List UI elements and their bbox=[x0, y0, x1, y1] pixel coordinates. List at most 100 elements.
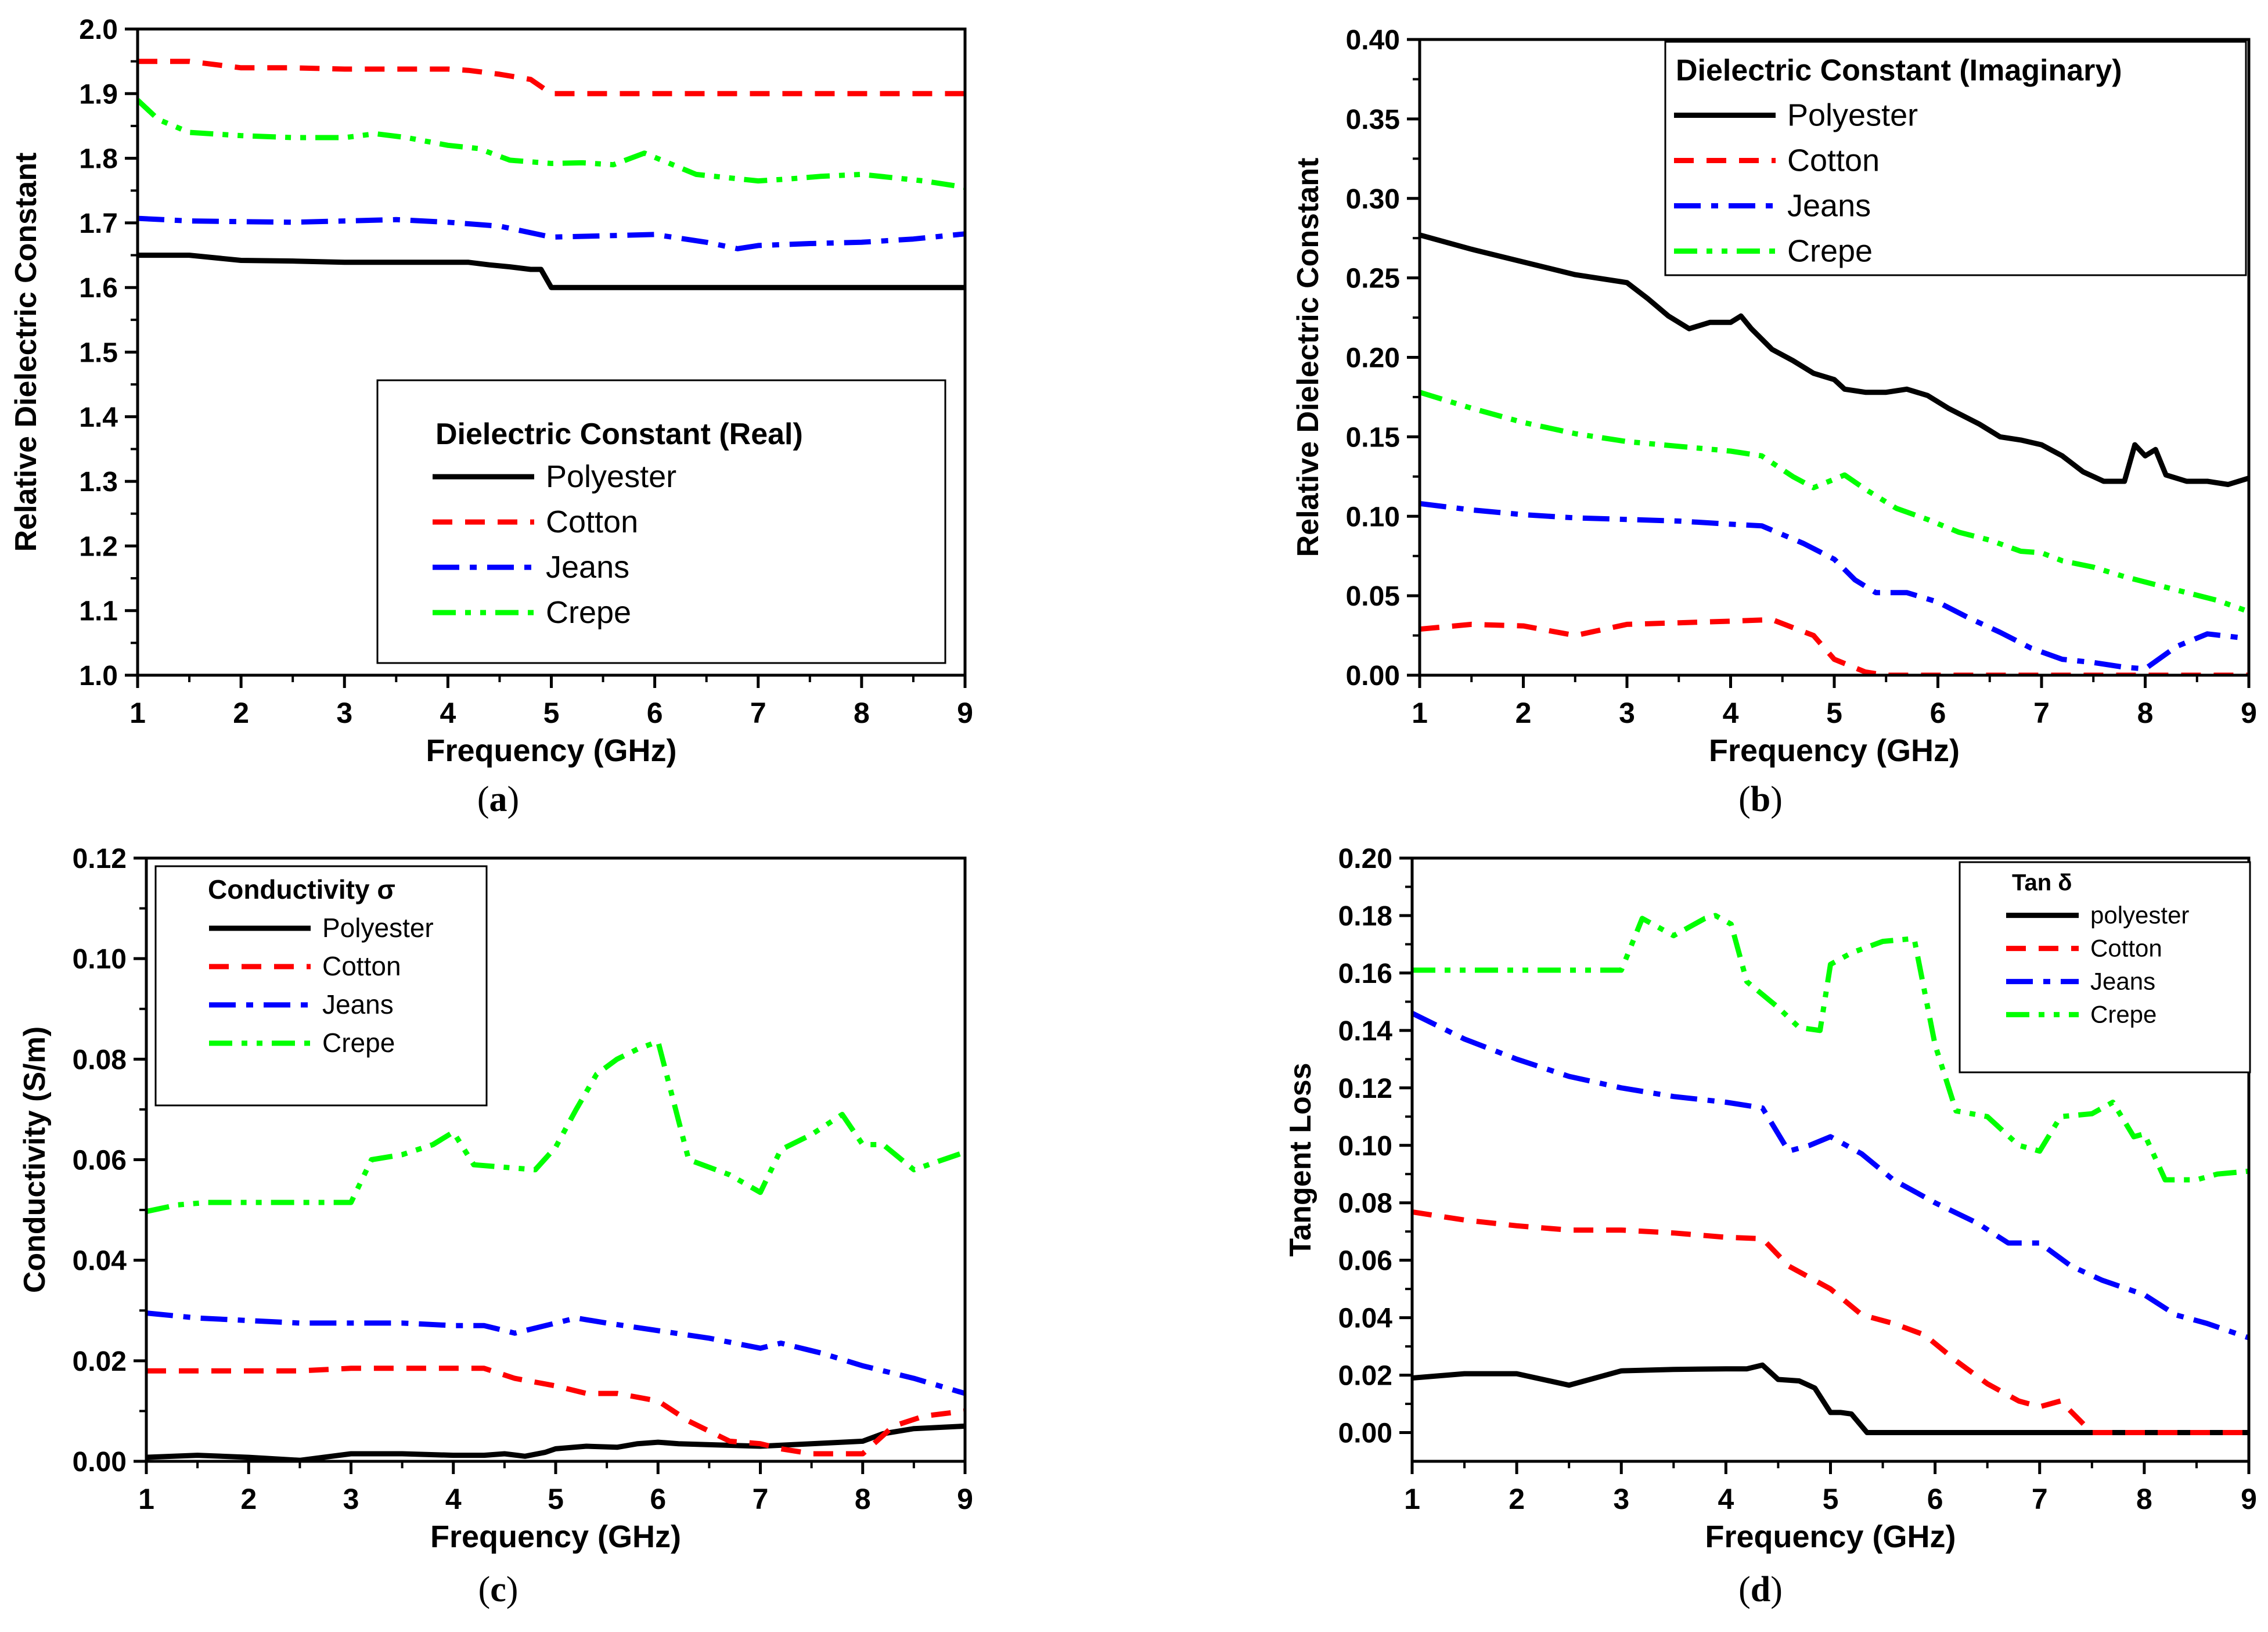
panel-b: 1 2 3 4 5 6 7 8 9 0.00 0.05 0.10 0.15 0.20 0.25 0.30 0.3… bbox=[1291, 25, 2257, 819]
x-tick-label: 5 bbox=[548, 1483, 564, 1515]
panel-caption: (b) bbox=[1738, 780, 1783, 819]
x-tick-label: 4 bbox=[1723, 697, 1739, 729]
legend-label-polyester: Polyester bbox=[322, 913, 434, 943]
y-tick-label: 0.14 bbox=[1338, 1016, 1393, 1047]
series-line-crepe bbox=[146, 1039, 965, 1215]
y-tick-label: 0.15 bbox=[1346, 422, 1400, 453]
y-tick-label: 0.04 bbox=[1338, 1303, 1393, 1334]
x-tick-label: 9 bbox=[957, 697, 973, 729]
series-line-polyester bbox=[138, 253, 965, 290]
y-tick-label: 0.20 bbox=[1346, 343, 1400, 374]
legend-label-jeans: Jeans bbox=[2090, 967, 2155, 995]
x-tick-label: 1 bbox=[1412, 697, 1428, 729]
legend-title: Conductivity σ bbox=[208, 874, 395, 905]
series-line-polyester bbox=[1412, 1362, 2249, 1435]
legend-label-cotton: Cotton bbox=[2090, 934, 2162, 961]
y-tick-label: 0.02 bbox=[73, 1346, 127, 1377]
y-tick-label: 1.9 bbox=[79, 79, 118, 110]
legend-title: Tan δ bbox=[2012, 870, 2072, 895]
x-axis-label: Frequency (GHz) bbox=[1709, 733, 1960, 768]
y-tick-label: 0.10 bbox=[73, 944, 127, 975]
series-line-polyester bbox=[1420, 232, 2249, 487]
y-tick-label: 0.16 bbox=[1338, 959, 1392, 989]
caption-letter: a bbox=[489, 780, 507, 819]
caption-letter: b bbox=[1751, 780, 1770, 819]
x-tick-label: 3 bbox=[1619, 697, 1635, 729]
y-tick-label: 0.30 bbox=[1346, 184, 1400, 215]
x-tick-label: 9 bbox=[2241, 1483, 2257, 1515]
legend: Dielectric Constant (Imaginary) Polyester… bbox=[1664, 41, 2247, 276]
y-tick-label: 0.06 bbox=[1338, 1246, 1392, 1277]
x-tick-label: 8 bbox=[855, 1483, 871, 1515]
y-tick-label: 0.18 bbox=[1338, 901, 1392, 932]
y-axis-label: Relative Dielectric Constant bbox=[1291, 158, 1325, 557]
series-line-crepe bbox=[138, 98, 965, 190]
legend-title: Dielectric Constant (Real) bbox=[435, 417, 803, 451]
y-tick-label: 0.06 bbox=[73, 1145, 127, 1176]
x-axis-label: Frequency (GHz) bbox=[430, 1519, 681, 1554]
y-tick-label: 2.0 bbox=[79, 15, 118, 45]
x-tick-label: 6 bbox=[647, 697, 663, 729]
caption-paren-open: ( bbox=[1738, 1570, 1751, 1609]
y-tick-label: 1.3 bbox=[79, 467, 118, 498]
series-line-jeans bbox=[138, 215, 965, 251]
legend-box bbox=[1664, 41, 2247, 276]
x-tick-label: 3 bbox=[336, 697, 352, 729]
x-tick-label: 4 bbox=[445, 1483, 462, 1515]
legend-label-crepe: Crepe bbox=[1787, 233, 1873, 268]
caption-paren-close: ) bbox=[1770, 780, 1783, 819]
panel-caption: (c) bbox=[478, 1570, 519, 1609]
series-line-jeans bbox=[146, 1310, 965, 1396]
y-tick-label: 0.00 bbox=[1338, 1418, 1392, 1449]
y-tick-label: 0.25 bbox=[1346, 264, 1400, 294]
caption-letter: d bbox=[1751, 1570, 1770, 1609]
x-tick-label: 4 bbox=[440, 697, 456, 729]
x-tick-label: 7 bbox=[2032, 1483, 2048, 1515]
x-tick-label: 2 bbox=[1515, 697, 1532, 729]
x-tick-label: 8 bbox=[2136, 1483, 2152, 1515]
x-tick-label: 7 bbox=[750, 697, 766, 729]
series-line-cotton bbox=[1412, 1209, 2249, 1435]
x-tick-label: 6 bbox=[1927, 1483, 1943, 1515]
x-tick-label: 8 bbox=[854, 697, 870, 729]
legend-label-cotton: Cotton bbox=[546, 505, 638, 539]
y-tick-label: 0.12 bbox=[73, 844, 127, 874]
y-tick-label: 1.1 bbox=[79, 596, 118, 627]
x-axis-label: Frequency (GHz) bbox=[426, 733, 676, 768]
panel-c: 1 2 3 4 5 6 7 8 9 0.00 0.02 0.04 0.06 0.08 0.10 0.12 Fre… bbox=[18, 844, 973, 1609]
legend-label-cotton: Cotton bbox=[1787, 143, 1880, 178]
x-tick-label: 7 bbox=[2033, 697, 2050, 729]
y-tick-label: 1.2 bbox=[79, 531, 118, 562]
x-tick-label: 2 bbox=[233, 697, 249, 729]
caption-paren-open: ( bbox=[477, 780, 489, 819]
caption-paren-close: ) bbox=[506, 1570, 519, 1609]
series-line-crepe bbox=[1420, 390, 2249, 614]
y-tick-label: 0.00 bbox=[1346, 661, 1400, 691]
legend-label-crepe: Crepe bbox=[2090, 1000, 2157, 1028]
y-tick-label: 0.10 bbox=[1338, 1131, 1392, 1162]
series-line-polyester bbox=[146, 1423, 965, 1461]
y-axis-label: Relative Dielectric Constant bbox=[9, 153, 43, 552]
legend-label-crepe: Crepe bbox=[546, 595, 631, 630]
x-tick-label: 6 bbox=[1930, 697, 1946, 729]
legend-label-jeans: Jeans bbox=[322, 989, 394, 1019]
x-tick-label: 4 bbox=[1718, 1483, 1734, 1515]
series-line-crepe bbox=[1412, 913, 2249, 1183]
legend-box bbox=[1959, 861, 2251, 1073]
legend: Conductivity σ Polyester Cotton Jeans Crepe bbox=[154, 865, 488, 1107]
series-line-jeans bbox=[1412, 1011, 2249, 1341]
y-tick-label: 0.35 bbox=[1346, 105, 1400, 135]
legend-label-polyester: Polyester bbox=[546, 459, 676, 494]
panel-caption: (a) bbox=[477, 780, 519, 819]
x-tick-label: 5 bbox=[1826, 697, 1842, 729]
legend-box bbox=[154, 865, 488, 1107]
panel-caption: (d) bbox=[1738, 1570, 1783, 1609]
legend-label-cotton: Cotton bbox=[322, 951, 401, 981]
series-line-cotton bbox=[146, 1366, 965, 1457]
x-tick-label: 6 bbox=[650, 1483, 666, 1515]
y-tick-label: 0.08 bbox=[1338, 1188, 1392, 1219]
x-tick-label: 7 bbox=[753, 1483, 769, 1515]
x-tick-label: 3 bbox=[1613, 1483, 1629, 1515]
